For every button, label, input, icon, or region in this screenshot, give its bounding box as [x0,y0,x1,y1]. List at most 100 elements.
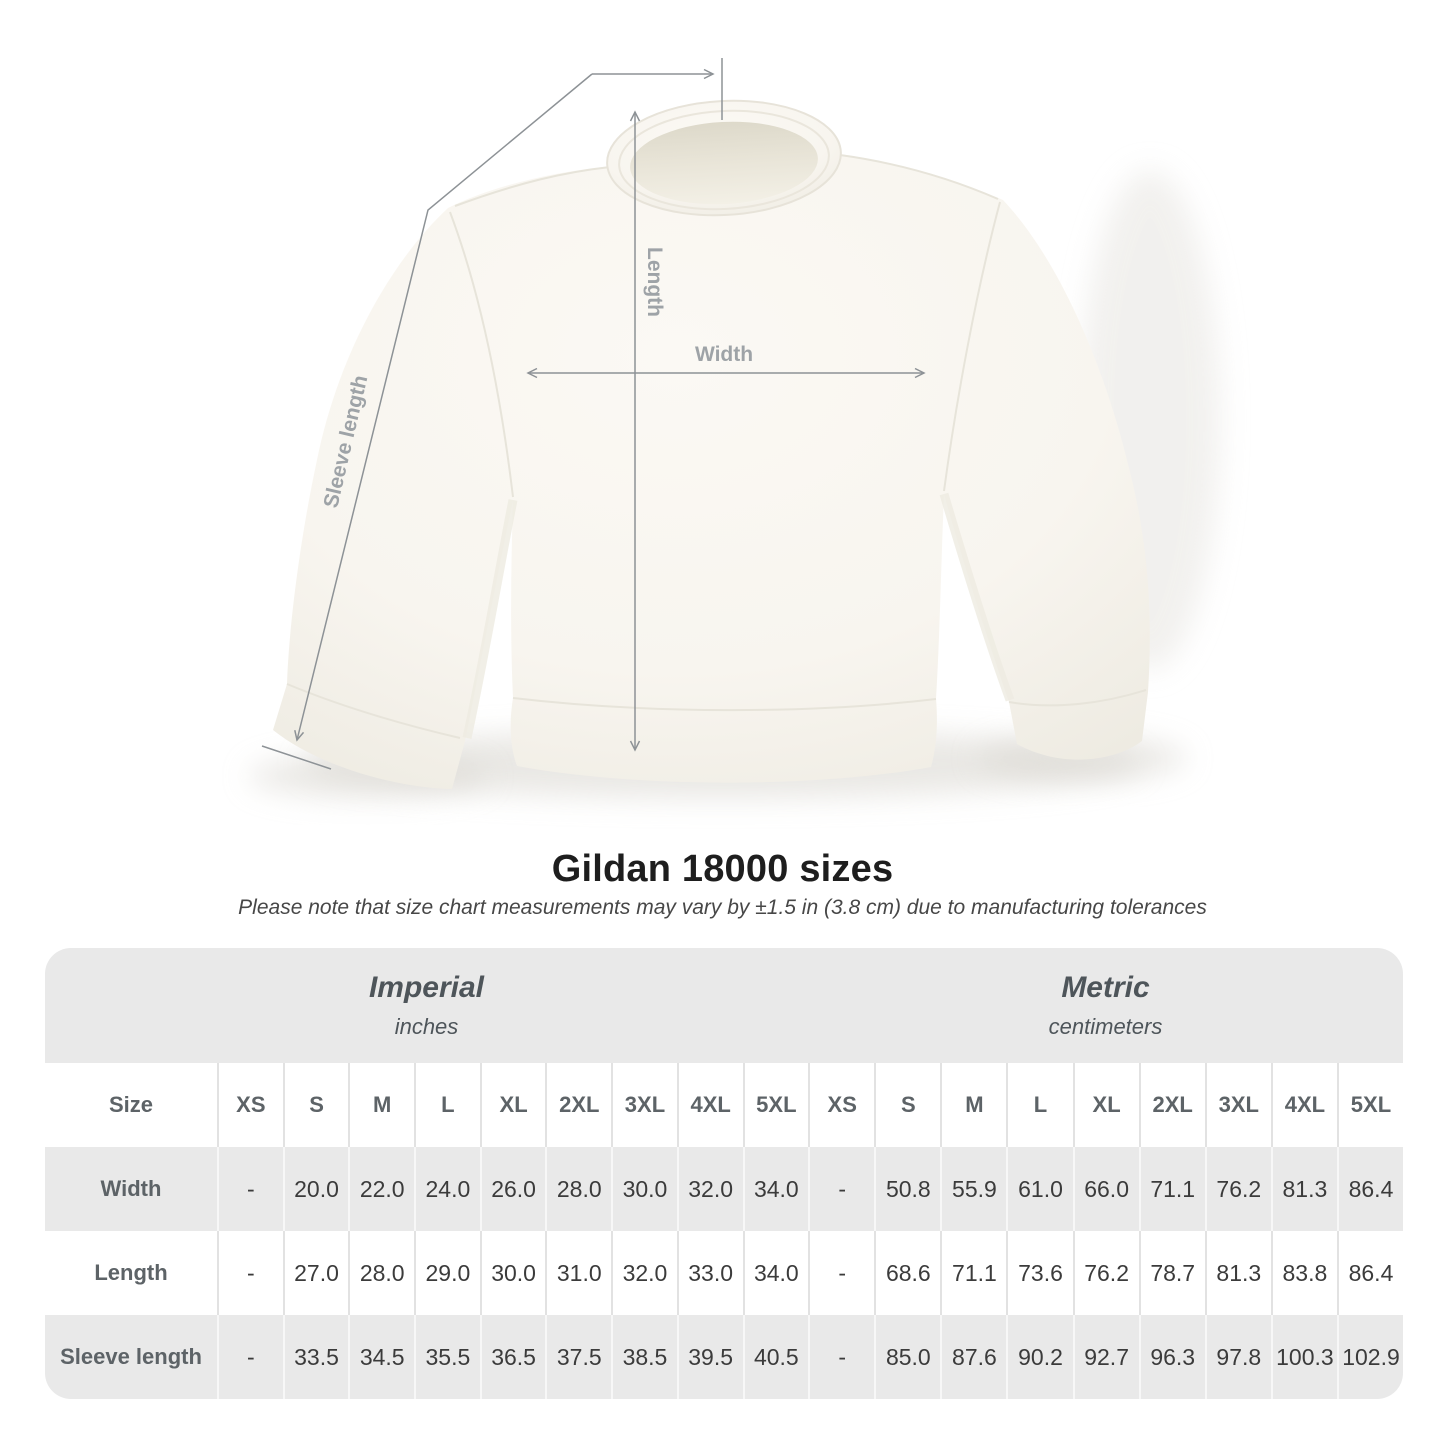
imperial-value-cell: 34.5 [348,1315,414,1399]
size-column-header: 5XL [1336,1063,1403,1147]
imperial-value-cell: 29.0 [414,1231,480,1315]
sleeve-length-line [294,73,593,742]
metric-value-cell: 61.0 [1006,1147,1072,1231]
collar [606,99,842,217]
metric-value-cell: 71.1 [940,1231,1006,1315]
page-title: Gildan 18000 sizes [551,848,894,890]
metric-value-cell: 76.2 [1072,1231,1139,1315]
metric-value-cell: 102.9 [1336,1315,1403,1399]
cuff-tick [261,745,332,770]
size-column-header: 2XL [545,1063,611,1147]
imperial-value-cell: 24.0 [414,1147,480,1231]
imperial-value-cell: - [217,1315,283,1399]
metric-value-cell: 76.2 [1204,1147,1271,1231]
imperial-value-cell: 39.5 [676,1315,743,1399]
size-column-header: 3XL [1204,1063,1271,1147]
metric-value-cell: 97.8 [1204,1315,1271,1399]
size-column-header: L [414,1063,480,1147]
size-column-header: L [1006,1063,1072,1147]
sweatshirt [273,99,1150,789]
metric-value-cell: 68.6 [874,1231,940,1315]
imperial-value-cell: 38.5 [611,1315,677,1399]
metric-value-cell: 81.3 [1204,1231,1271,1315]
sweatshirt-image: Width Length Sleeve length [248,58,1220,798]
size-column-header: S [874,1063,940,1147]
imperial-value-cell: 33.5 [282,1315,349,1399]
metric-value-cell: 96.3 [1138,1315,1205,1399]
imperial-value-cell: 40.5 [742,1315,809,1399]
width-label: Width [695,343,753,366]
size-column-header: 4XL [676,1063,743,1147]
table-row: Width -20.0 22.0 24.0 26.0 28.0 30.0 32.0 34.0-5… [45,1147,1403,1231]
imperial-value-cell: 33.0 [676,1231,743,1315]
metric-value-cell: 100.3 [1270,1315,1337,1399]
metric-value-cell: 86.4 [1336,1147,1403,1231]
size-table: Imperial inches Metric centimeters Size X… [45,948,1403,1399]
metric-value-cell: - [808,1147,874,1231]
product-diagram: Width Length Sleeve length [248,58,1220,798]
row-label: Sleeve length [60,1344,202,1369]
metric-unit-label: centimeters [1048,1014,1163,1039]
imperial-value-cell: 31.0 [545,1231,611,1315]
size-column-header: XS [808,1063,874,1147]
length-label: Length [643,247,666,317]
size-column-header: 3XL [611,1063,677,1147]
imperial-value-cell: 32.0 [676,1147,743,1231]
imperial-value-cell: 34.0 [742,1147,809,1231]
metric-value-cell: 81.3 [1270,1147,1337,1231]
unit-header-metric: Metric centimeters [808,948,1403,1063]
size-column-header: M [940,1063,1006,1147]
metric-value-cell: 73.6 [1006,1231,1072,1315]
metric-value-cell: 85.0 [874,1315,940,1399]
size-column-header: XL [1072,1063,1139,1147]
metric-value-cell: 55.9 [940,1147,1006,1231]
imperial-value-cell: 22.0 [348,1147,414,1231]
row-label: Width [100,1176,162,1201]
imperial-value-cell: - [217,1147,283,1231]
metric-value-cell: 66.0 [1072,1147,1139,1231]
metric-value-cell: 86.4 [1336,1231,1403,1315]
metric-label: Metric [1061,971,1150,1004]
imperial-value-cell: 34.0 [742,1231,809,1315]
size-column-header: 2XL [1138,1063,1205,1147]
size-column-header: S [282,1063,349,1147]
size-column-header: M [348,1063,414,1147]
size-column-header: 4XL [1270,1063,1337,1147]
imperial-value-cell: 37.5 [545,1315,611,1399]
metric-value-cell: 83.8 [1270,1231,1337,1315]
size-column-header: XL [479,1063,546,1147]
unit-header-imperial: Imperial inches [45,948,808,1063]
imperial-value-cell: 20.0 [282,1147,349,1231]
imperial-value-cell: 27.0 [282,1231,349,1315]
metric-value-cell: - [808,1231,874,1315]
table-row: Sleeve length -33.5 34.5 35.5 36.5 37.5 38.5 39… [45,1315,1403,1399]
metric-value-cell: 92.7 [1072,1315,1139,1399]
unit-header-band: Imperial inches Metric centimeters [45,948,1403,1063]
tolerance-note: Please note that size chart measurements… [238,896,1207,919]
imperial-value-cell: 26.0 [479,1147,546,1231]
size-column-header: 5XL [742,1063,809,1147]
metric-value-cell: - [808,1315,874,1399]
imperial-value-cell: 30.0 [479,1231,546,1315]
imperial-value-cell: 28.0 [348,1231,414,1315]
imperial-value-cell: 28.0 [545,1147,611,1231]
metric-value-cell: 50.8 [874,1147,940,1231]
table-rows: Width -20.0 22.0 24.0 26.0 28.0 30.0 32.0 34.0-5… [45,1147,1403,1399]
size-header-row: Size XS S M L XL 2XL 3XL 4XL 5XL XS S M L XL 2XL 3XL 4XL 5… [45,1063,1403,1147]
size-column-header: XS [217,1063,283,1147]
imperial-value-cell: 30.0 [611,1147,677,1231]
metric-value-cell: 90.2 [1006,1315,1072,1399]
imperial-value-cell: - [217,1231,283,1315]
imperial-unit-label: inches [394,1014,459,1039]
metric-value-cell: 71.1 [1138,1147,1205,1231]
row-label: Length [94,1260,168,1285]
imperial-label: Imperial [368,971,485,1004]
imperial-value-cell: 36.5 [479,1315,546,1399]
imperial-value-cell: 35.5 [414,1315,480,1399]
metric-value-cell: 87.6 [940,1315,1006,1399]
size-header-label: Size [108,1092,154,1117]
imperial-value-cell: 32.0 [611,1231,677,1315]
table-row: Length -27.0 28.0 29.0 30.0 31.0 32.0 33.0 34.0-… [45,1231,1403,1315]
metric-value-cell: 78.7 [1138,1231,1205,1315]
